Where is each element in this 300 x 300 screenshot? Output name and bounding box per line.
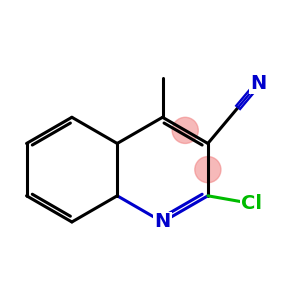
Circle shape [195, 157, 221, 183]
Text: Cl: Cl [241, 194, 262, 213]
Text: N: N [154, 212, 171, 232]
Circle shape [172, 117, 198, 143]
Text: N: N [250, 74, 266, 93]
